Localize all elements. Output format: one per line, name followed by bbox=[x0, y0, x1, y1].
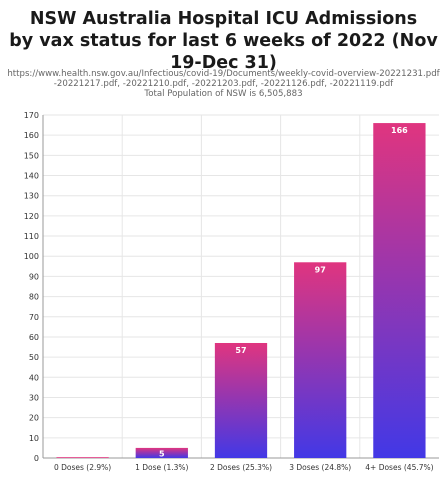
grid-layer bbox=[43, 114, 439, 459]
subtitle-line-1: https://www.health.nsw.gov.au/Infectious… bbox=[7, 69, 440, 79]
data-label: 57 bbox=[235, 346, 246, 355]
bar bbox=[373, 123, 426, 458]
y-tick-label: 60 bbox=[29, 333, 39, 342]
bar bbox=[135, 447, 188, 458]
y-tick-label: 10 bbox=[29, 434, 39, 443]
y-tick-label: 40 bbox=[29, 373, 39, 382]
y-tick-label: 140 bbox=[24, 172, 39, 181]
y-tick-label: 130 bbox=[24, 192, 39, 201]
bar bbox=[294, 262, 347, 458]
y-tick-label: 50 bbox=[29, 353, 39, 362]
chart-title: NSW Australia Hospital ICU Admissions by… bbox=[0, 8, 447, 74]
title-line-2: by vax status for last 6 weeks of 2022 (… bbox=[9, 31, 438, 73]
x-tick-label: 1 Dose (1.3%) bbox=[135, 463, 188, 472]
chart-subtitle: https://www.health.nsw.gov.au/Infectious… bbox=[6, 69, 441, 99]
y-tick-label: 80 bbox=[29, 293, 39, 302]
y-tick-label: 20 bbox=[29, 414, 39, 423]
y-tick-label: 0 bbox=[34, 454, 39, 463]
y-tick-label: 70 bbox=[29, 313, 39, 322]
data-label: 97 bbox=[315, 265, 326, 274]
title-line-1: NSW Australia Hospital ICU Admissions bbox=[29, 9, 418, 29]
y-tick-label: 170 bbox=[24, 111, 39, 120]
data-label: 166 bbox=[391, 126, 408, 135]
y-tick-label: 120 bbox=[24, 212, 39, 221]
subtitle-line-3: Total Population of NSW is 6,505,883 bbox=[144, 89, 303, 99]
x-tick-label: 3 Doses (24.8%) bbox=[289, 463, 351, 472]
y-tick-label: 30 bbox=[29, 393, 39, 402]
x-tick-label: 0 Doses (2.9%) bbox=[54, 463, 111, 472]
data-label: 5 bbox=[159, 450, 165, 459]
x-tick-label: 2 Doses (25.3%) bbox=[210, 463, 272, 472]
y-tick-label: 100 bbox=[24, 252, 39, 261]
label-layer: 5 57 97 166 bbox=[159, 126, 408, 458]
bar bbox=[214, 342, 268, 458]
axis-layer: 0 10 20 30 40 50 60 70 80 90 100 110 120 130 140 150 160… bbox=[24, 111, 439, 472]
bar bbox=[56, 457, 109, 458]
y-tick-label: 150 bbox=[24, 151, 39, 160]
subtitle-line-2: -20221217.pdf, -20221210.pdf, -20221203.… bbox=[53, 79, 394, 89]
bar-layer bbox=[56, 123, 426, 458]
y-tick-label: 90 bbox=[29, 272, 39, 281]
y-tick-label: 110 bbox=[24, 232, 39, 241]
x-tick-label: 4+ Doses (45.7%) bbox=[365, 463, 433, 472]
y-tick-label: 160 bbox=[24, 131, 39, 140]
